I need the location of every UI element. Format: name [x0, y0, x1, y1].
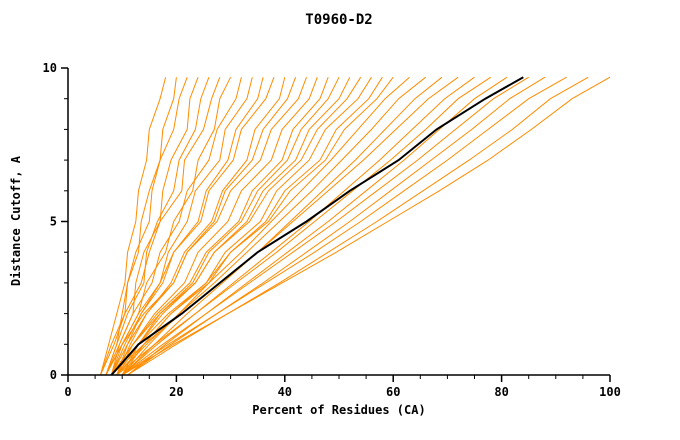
model-curve [110, 76, 362, 376]
x-tick-label: 80 [494, 385, 508, 399]
model-curve [100, 77, 188, 376]
highlight-curve [110, 76, 524, 376]
y-axis-label: Distance Cutoff, A [9, 155, 23, 286]
x-tick-label: 40 [278, 385, 292, 399]
model-curve [105, 77, 275, 376]
model-curve [100, 77, 167, 376]
model-curve [116, 77, 286, 376]
model-curve [116, 76, 351, 376]
model-curve [110, 77, 297, 376]
model-curve [116, 77, 318, 376]
model-curve [110, 77, 329, 376]
model-curve [121, 76, 567, 376]
model-curve [121, 76, 443, 376]
model-curve [105, 77, 177, 376]
y-tick-label: 5 [50, 215, 57, 229]
tick-labels-group: 0 20 40 60 80 100 0 5 10 [43, 61, 621, 399]
model-curve [105, 77, 242, 376]
x-tick-label: 20 [169, 385, 183, 399]
model-curve [100, 77, 221, 376]
axes-group [61, 67, 611, 382]
model-curve [121, 76, 340, 376]
model-curves-group [100, 76, 611, 376]
x-tick-label: 100 [599, 385, 621, 399]
model-curve [105, 77, 210, 376]
model-curve [110, 77, 199, 376]
chart-title: T0960-D2 [305, 12, 372, 28]
model-curve [121, 76, 529, 376]
model-curve [111, 76, 459, 376]
model-curve [116, 76, 492, 376]
x-axis-label: Percent of Residues (CA) [252, 403, 425, 417]
y-tick-label: 10 [43, 61, 57, 75]
model-curve [116, 76, 383, 376]
model-curve [110, 77, 264, 376]
model-curve [105, 77, 307, 376]
x-tick-label: 60 [386, 385, 400, 399]
model-curve [121, 76, 475, 376]
model-curve [121, 76, 611, 376]
y-tick-label: 0 [50, 368, 57, 382]
x-tick-label: 0 [64, 385, 71, 399]
model-curve [111, 76, 394, 376]
